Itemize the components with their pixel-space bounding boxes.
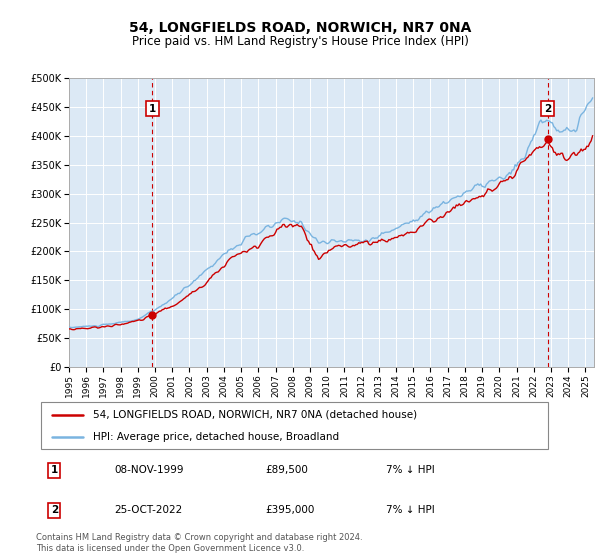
FancyBboxPatch shape — [41, 403, 548, 449]
Text: 54, LONGFIELDS ROAD, NORWICH, NR7 0NA (detached house): 54, LONGFIELDS ROAD, NORWICH, NR7 0NA (d… — [94, 409, 418, 419]
Text: 25-OCT-2022: 25-OCT-2022 — [114, 505, 182, 515]
Text: £89,500: £89,500 — [266, 465, 308, 475]
Text: 2: 2 — [544, 104, 551, 114]
Text: 1: 1 — [50, 465, 58, 475]
Text: 1: 1 — [149, 104, 156, 114]
Text: 08-NOV-1999: 08-NOV-1999 — [114, 465, 184, 475]
Text: HPI: Average price, detached house, Broadland: HPI: Average price, detached house, Broa… — [94, 432, 340, 442]
Text: Price paid vs. HM Land Registry's House Price Index (HPI): Price paid vs. HM Land Registry's House … — [131, 35, 469, 48]
Text: 7% ↓ HPI: 7% ↓ HPI — [386, 505, 434, 515]
Text: £395,000: £395,000 — [266, 505, 315, 515]
Text: 2: 2 — [50, 505, 58, 515]
Text: 54, LONGFIELDS ROAD, NORWICH, NR7 0NA: 54, LONGFIELDS ROAD, NORWICH, NR7 0NA — [129, 21, 471, 35]
Text: Contains HM Land Registry data © Crown copyright and database right 2024.
This d: Contains HM Land Registry data © Crown c… — [36, 533, 362, 553]
Text: 7% ↓ HPI: 7% ↓ HPI — [386, 465, 434, 475]
